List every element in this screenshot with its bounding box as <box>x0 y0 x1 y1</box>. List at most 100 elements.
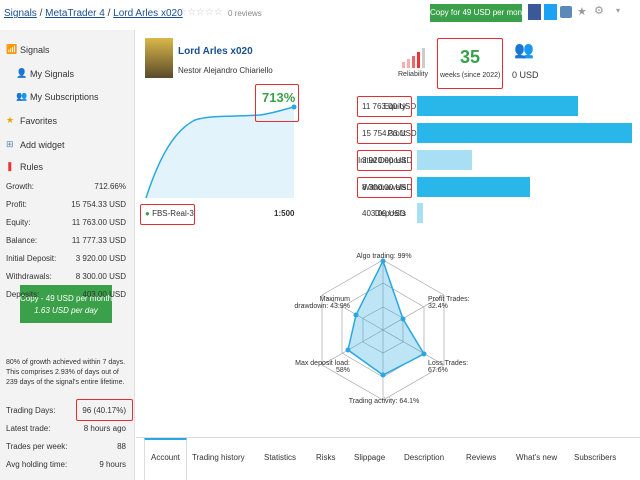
copy-button[interactable]: Copy for 49 USD per month <box>430 4 529 22</box>
account-value: 403.00 USD <box>362 209 406 218</box>
reviews[interactable]: 0 reviews <box>228 9 262 18</box>
stat-value: 9 hours <box>99 460 126 469</box>
tab[interactable]: Subscribers <box>574 453 617 462</box>
account-bar <box>417 177 530 197</box>
stat-value: 88 <box>117 442 126 451</box>
stat-label: Trades per week: <box>6 442 68 451</box>
stat-value: 3 920.00 USD <box>75 254 126 263</box>
radar-label: Loss Trades: 67.6% <box>428 360 469 374</box>
stat-label: Avg holding time: <box>6 460 68 469</box>
share-icon[interactable] <box>560 6 572 18</box>
highlight <box>255 84 299 122</box>
reliability-bars <box>402 48 432 68</box>
leverage: 1:500 <box>274 209 295 218</box>
stat-value: 712.66% <box>94 182 126 191</box>
breadcrumb-link[interactable]: Lord Arles x020 <box>113 8 183 19</box>
menu-icon: ⊞ <box>6 139 14 149</box>
tab[interactable]: Description <box>404 453 445 462</box>
highlight <box>357 177 412 198</box>
account-value: 11 763.00 USD <box>362 102 417 111</box>
account-label: Deposits <box>374 209 406 218</box>
tab[interactable]: Slippage <box>354 453 386 462</box>
account-bar <box>417 123 632 143</box>
highlight <box>140 204 195 225</box>
breadcrumb-link[interactable]: Signals <box>4 8 37 19</box>
radar-label: Maximum drawdown: 43.9% <box>294 296 350 310</box>
server[interactable]: ● FBS-Real-3 <box>145 209 194 218</box>
tab[interactable]: Trading history <box>192 453 245 462</box>
stat-label: Profit: <box>6 200 27 209</box>
account-label: Initial Deposit <box>357 156 406 165</box>
weeks: 35 <box>459 47 481 67</box>
facebook-icon[interactable] <box>528 4 541 20</box>
growth-end <box>291 104 297 110</box>
stat-value: 8 300.00 USD <box>75 272 126 281</box>
tab[interactable]: Reviews <box>466 453 497 462</box>
account-bar <box>417 96 578 116</box>
growth-line <box>145 106 295 199</box>
menu-icon: 👥 <box>16 91 28 101</box>
account-value: 3 920.00 USD <box>362 156 413 165</box>
menu-icon[interactable]: ▾ <box>616 6 621 15</box>
separator: / <box>36 8 46 19</box>
account-bar <box>417 203 423 223</box>
funds: 0 USD <box>512 70 539 80</box>
sidebar: Copy - 49 USD per month 1.63 USD per day… <box>0 30 135 480</box>
breadcrumb-link[interactable]: MetaTrader 4 <box>45 8 105 19</box>
menu-icon: 📶 <box>6 44 18 54</box>
account-label: Withdrawals <box>362 183 406 192</box>
menu-item[interactable]: Signals <box>20 45 50 55</box>
account-label: Profit <box>387 129 406 138</box>
menu-item[interactable]: My Signals <box>30 69 75 79</box>
account-value: 8 300.00 USD <box>362 183 413 192</box>
highlight <box>357 123 412 144</box>
menu-item[interactable]: Add widget <box>20 140 65 150</box>
stat-label: Initial Deposit: <box>6 254 57 263</box>
stat-value: 403.00 USD <box>82 290 126 299</box>
radar-label: Max deposit load: 58% <box>295 360 350 374</box>
author[interactable]: Nestor Alejandro Chiariello <box>178 66 273 75</box>
separator: / <box>104 8 114 19</box>
tab[interactable]: Statistics <box>264 453 297 462</box>
tab[interactable]: What's new <box>516 453 558 462</box>
radar-label: Algo trading: 99% <box>356 253 412 260</box>
account-value: 15 754.33 USD <box>362 129 417 138</box>
menu-item[interactable]: Rules <box>20 162 44 172</box>
twitter-icon[interactable] <box>544 4 557 20</box>
stat-label: Withdrawals: <box>6 272 52 281</box>
avatar <box>145 38 173 78</box>
sidebar-copy-button[interactable]: Copy - 49 USD per month 1.63 USD per day <box>20 285 112 323</box>
signal-name[interactable]: Lord Arles x020 <box>178 46 253 57</box>
copy-sub: 1.63 USD per day <box>34 306 98 315</box>
note: 80% of growth achieved within 7 days. Th… <box>6 359 126 386</box>
highlight <box>437 38 503 89</box>
stars: ☆☆☆☆☆ <box>178 7 223 18</box>
tab[interactable]: Account <box>144 438 187 480</box>
stat-value: 11 777.33 USD <box>71 236 126 245</box>
subscribers-icon: 👥 <box>514 42 534 59</box>
star-icon[interactable]: ★ <box>577 6 587 18</box>
stat-label: Latest trade: <box>6 424 51 433</box>
stat-label: Equity: <box>6 218 31 227</box>
menu-icon: 👤 <box>16 68 28 78</box>
stat-value: 96 (40.17%) <box>82 406 126 415</box>
highlight <box>76 399 133 421</box>
account-bar <box>417 150 472 170</box>
stat-value: 15 754.33 USD <box>71 200 126 209</box>
account-label: Equity <box>383 102 406 111</box>
menu-item[interactable]: My Subscriptions <box>30 92 99 102</box>
menu-item[interactable]: Favorites <box>20 116 58 126</box>
menu-icon: ❚ <box>6 161 14 171</box>
radar-label: Profit Trades: 32.4% <box>428 296 470 310</box>
growth-label: 713% <box>262 90 296 105</box>
tab-divider <box>136 437 640 438</box>
growth-chart <box>145 104 297 199</box>
server-name: FBS-Real-3 <box>152 209 194 218</box>
stat-label: Deposits: <box>6 290 40 299</box>
stat-label: Growth: <box>6 182 35 191</box>
tab[interactable]: Risks <box>316 453 336 462</box>
settings-icon[interactable]: ⚙ <box>594 5 604 17</box>
highlight <box>357 96 412 117</box>
menu-icon: ★ <box>6 115 15 125</box>
